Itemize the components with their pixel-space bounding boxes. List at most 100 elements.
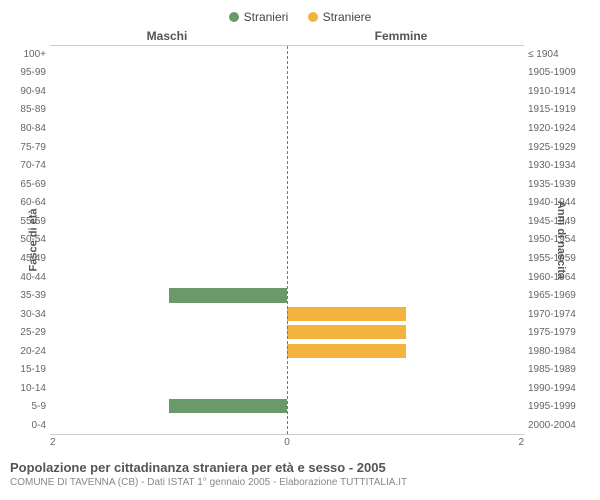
x-axis: 2 0 2 — [10, 437, 590, 448]
age-label: 15-19 — [10, 364, 46, 375]
age-label: 60-64 — [10, 197, 46, 208]
birth-label: 1910-1914 — [528, 86, 590, 97]
female-half — [287, 83, 524, 101]
male-half — [50, 305, 287, 323]
female-half — [287, 378, 524, 396]
age-label: 10-14 — [10, 383, 46, 394]
birth-label: 1935-1939 — [528, 179, 590, 190]
age-label: 35-39 — [10, 290, 46, 301]
female-half — [287, 415, 524, 433]
age-label: 5-9 — [10, 401, 46, 412]
birth-label: 1905-1909 — [528, 67, 590, 78]
male-half — [50, 415, 287, 433]
female-half — [287, 64, 524, 82]
x-axis-ticks: 2 0 2 — [50, 437, 524, 448]
header-male: Maschi — [10, 29, 284, 43]
chart-footer: Popolazione per cittadinanza straniera p… — [10, 460, 590, 488]
male-half — [50, 64, 287, 82]
female-half — [287, 360, 524, 378]
male-half — [50, 194, 287, 212]
male-bar — [169, 399, 288, 413]
female-half — [287, 138, 524, 156]
male-half — [50, 101, 287, 119]
chart-subtitle: COMUNE DI TAVENNA (CB) - Dati ISTAT 1° g… — [10, 477, 590, 488]
female-half — [287, 212, 524, 230]
birth-label: 1975-1979 — [528, 327, 590, 338]
male-half — [50, 157, 287, 175]
female-bar — [287, 325, 406, 339]
female-half — [287, 305, 524, 323]
legend-dot-male — [229, 12, 239, 22]
female-half — [287, 286, 524, 304]
age-label: 100+ — [10, 49, 46, 60]
birth-label: 1925-1929 — [528, 142, 590, 153]
male-half — [50, 342, 287, 360]
birth-label: 1965-1969 — [528, 290, 590, 301]
legend-item-male: Stranieri — [229, 10, 289, 24]
age-label: 75-79 — [10, 142, 46, 153]
age-label: 95-99 — [10, 67, 46, 78]
female-half — [287, 175, 524, 193]
male-half — [50, 175, 287, 193]
male-half — [50, 212, 287, 230]
legend: Stranieri Straniere — [10, 10, 590, 25]
age-label: 30-34 — [10, 309, 46, 320]
male-half — [50, 378, 287, 396]
male-half — [50, 138, 287, 156]
plot-area: Fasce di età Anni di nascita 100+ 95-99 90… — [10, 45, 590, 435]
birth-label: 2000-2004 — [528, 420, 590, 431]
male-bar — [169, 288, 288, 302]
female-half — [287, 157, 524, 175]
male-half — [50, 360, 287, 378]
age-label: 20-24 — [10, 346, 46, 357]
header-female: Femmine — [284, 29, 590, 43]
female-half — [287, 101, 524, 119]
population-pyramid-chart: Stranieri Straniere Maschi Femmine Fasce… — [0, 0, 600, 493]
male-half — [50, 46, 287, 64]
column-headers: Maschi Femmine — [10, 29, 590, 43]
male-half — [50, 249, 287, 267]
female-bar — [287, 344, 406, 358]
female-half — [287, 194, 524, 212]
female-half — [287, 46, 524, 64]
birth-label: 1930-1934 — [528, 160, 590, 171]
x-tick: 0 — [284, 437, 290, 448]
legend-item-female: Straniere — [308, 10, 372, 24]
age-label: 90-94 — [10, 86, 46, 97]
female-half — [287, 249, 524, 267]
age-label: 70-74 — [10, 160, 46, 171]
legend-label-female: Straniere — [323, 10, 372, 24]
female-half — [287, 120, 524, 138]
female-half — [287, 323, 524, 341]
y-axis-right-title: Anni di nascita — [555, 201, 567, 279]
male-half — [50, 397, 287, 415]
female-half — [287, 342, 524, 360]
y-axis-left-title: Fasce di età — [27, 209, 39, 272]
female-bar — [287, 307, 406, 321]
center-axis-line — [287, 46, 288, 434]
birth-label: 1990-1994 — [528, 383, 590, 394]
male-half — [50, 286, 287, 304]
birth-label: 1970-1974 — [528, 309, 590, 320]
age-label: 0-4 — [10, 420, 46, 431]
female-half — [287, 268, 524, 286]
age-label: 80-84 — [10, 123, 46, 134]
age-label: 25-29 — [10, 327, 46, 338]
male-half — [50, 231, 287, 249]
legend-label-male: Stranieri — [244, 10, 289, 24]
male-half — [50, 323, 287, 341]
bars-container — [50, 45, 524, 435]
birth-label: 1980-1984 — [528, 346, 590, 357]
age-label: 65-69 — [10, 179, 46, 190]
male-half — [50, 268, 287, 286]
x-tick: 2 — [50, 437, 56, 448]
age-label: 85-89 — [10, 104, 46, 115]
birth-label: ≤ 1904 — [528, 49, 590, 60]
male-half — [50, 83, 287, 101]
chart-title: Popolazione per cittadinanza straniera p… — [10, 460, 590, 475]
male-half — [50, 120, 287, 138]
birth-label: 1915-1919 — [528, 104, 590, 115]
birth-label: 1995-1999 — [528, 401, 590, 412]
birth-label: 1920-1924 — [528, 123, 590, 134]
birth-label: 1985-1989 — [528, 364, 590, 375]
